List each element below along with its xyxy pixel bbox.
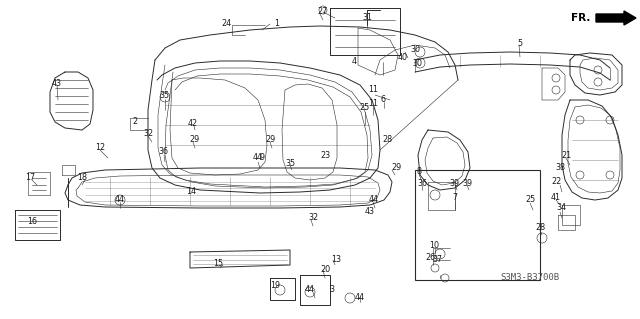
Text: 25: 25 bbox=[525, 196, 535, 204]
Text: 32: 32 bbox=[308, 213, 318, 222]
Text: 41: 41 bbox=[551, 194, 561, 203]
Text: 34: 34 bbox=[556, 204, 566, 212]
Text: 8: 8 bbox=[417, 167, 422, 176]
Text: 12: 12 bbox=[95, 144, 105, 152]
Text: 40: 40 bbox=[398, 54, 408, 63]
Text: 1: 1 bbox=[275, 19, 280, 27]
Text: FR.: FR. bbox=[571, 13, 590, 23]
Text: 32: 32 bbox=[143, 130, 153, 138]
Text: 44: 44 bbox=[253, 153, 263, 162]
Bar bbox=[415, 170, 540, 280]
Text: 15: 15 bbox=[213, 259, 223, 269]
Text: 2: 2 bbox=[132, 116, 138, 125]
Text: 38: 38 bbox=[555, 164, 565, 173]
Text: S3M3-B3700B: S3M3-B3700B bbox=[500, 273, 559, 283]
Text: 11: 11 bbox=[368, 85, 378, 94]
Text: 18: 18 bbox=[77, 173, 87, 182]
Text: 28: 28 bbox=[382, 136, 392, 145]
Text: 23: 23 bbox=[320, 151, 330, 160]
Text: 6: 6 bbox=[381, 95, 385, 105]
Text: 9: 9 bbox=[259, 152, 264, 161]
Text: 3: 3 bbox=[330, 286, 335, 294]
Text: 25: 25 bbox=[360, 103, 370, 113]
Text: 44: 44 bbox=[305, 286, 315, 294]
Text: 13: 13 bbox=[331, 256, 341, 264]
Text: 30: 30 bbox=[412, 58, 422, 68]
Text: 5: 5 bbox=[517, 39, 523, 48]
Text: 22: 22 bbox=[551, 177, 561, 187]
Text: 36: 36 bbox=[417, 179, 427, 188]
Text: 35: 35 bbox=[159, 91, 169, 100]
Text: 21: 21 bbox=[561, 152, 571, 160]
Text: 44: 44 bbox=[115, 196, 125, 204]
Text: 16: 16 bbox=[27, 218, 37, 226]
Text: 10: 10 bbox=[429, 241, 439, 249]
FancyArrow shape bbox=[596, 11, 636, 25]
Text: 37: 37 bbox=[432, 256, 442, 264]
Text: 43: 43 bbox=[52, 78, 62, 87]
Text: 43: 43 bbox=[365, 207, 375, 217]
Text: 28: 28 bbox=[535, 224, 545, 233]
Text: 30: 30 bbox=[410, 46, 420, 55]
Text: 29: 29 bbox=[265, 136, 275, 145]
Text: 19: 19 bbox=[270, 280, 280, 290]
Text: 27: 27 bbox=[318, 8, 328, 17]
Text: 17: 17 bbox=[25, 174, 35, 182]
Text: 36: 36 bbox=[158, 147, 168, 157]
Text: 44: 44 bbox=[369, 196, 379, 204]
Text: 39: 39 bbox=[462, 179, 472, 188]
Text: 11: 11 bbox=[368, 100, 378, 108]
Text: 24: 24 bbox=[221, 19, 231, 27]
Text: 4: 4 bbox=[351, 57, 356, 66]
Text: 39: 39 bbox=[449, 179, 459, 188]
Text: 20: 20 bbox=[320, 265, 330, 275]
Text: 29: 29 bbox=[391, 164, 401, 173]
Text: 7: 7 bbox=[452, 194, 458, 203]
Text: 44: 44 bbox=[355, 293, 365, 302]
Text: 29: 29 bbox=[190, 136, 200, 145]
Text: 26: 26 bbox=[425, 254, 435, 263]
Text: 14: 14 bbox=[186, 188, 196, 197]
Text: 35: 35 bbox=[285, 159, 295, 167]
Text: 42: 42 bbox=[188, 120, 198, 129]
Text: 31: 31 bbox=[362, 13, 372, 23]
